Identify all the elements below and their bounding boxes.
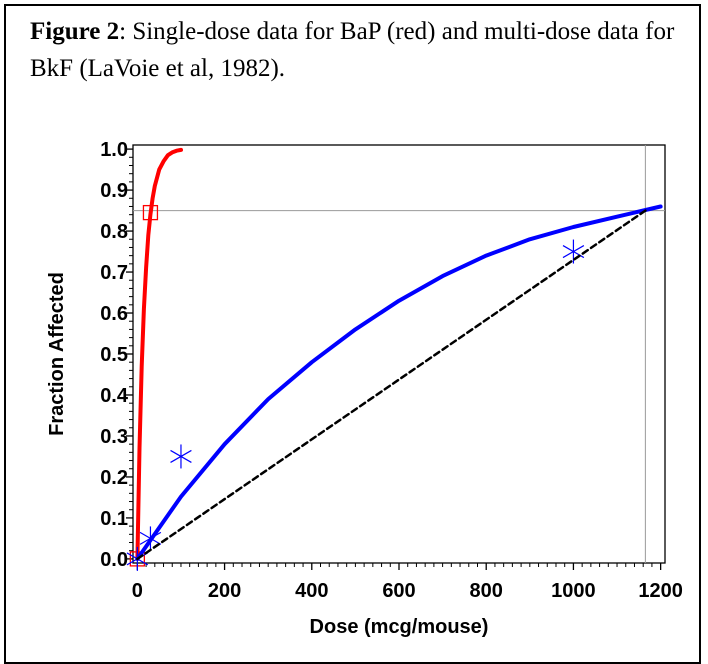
- plot-area-border: [132, 144, 666, 564]
- fitted-curve-red: [135, 147, 183, 561]
- y-tick-label: 0.0: [100, 549, 128, 571]
- x-axis-title: Dose (mcg/mouse): [310, 616, 489, 638]
- y-tick-label: 0.2: [100, 467, 128, 489]
- figure-caption: Figure 2: Single-dose data for BaP (red)…: [30, 13, 680, 87]
- data-point-asterisk: [139, 526, 162, 551]
- x-tick-label: 600: [382, 580, 415, 602]
- y-tick-label: 0.5: [100, 344, 128, 366]
- x-tick-label: 0: [132, 580, 143, 602]
- y-axis-title: Fraction Affected: [46, 272, 68, 436]
- data-point-asterisk: [562, 239, 585, 264]
- y-tick-label: 0.6: [100, 303, 128, 325]
- figure-caption-text: : Single-dose data for BaP (red) and mul…: [30, 18, 675, 82]
- x-tick-label: 400: [295, 580, 328, 602]
- linear-dashed-line: [136, 209, 647, 561]
- x-tick-label: 800: [470, 580, 503, 602]
- data-point-square: [142, 204, 159, 221]
- figure-label: Figure 2: [30, 18, 120, 45]
- y-tick-label: 0.1: [100, 508, 128, 530]
- y-tick-label: 0.4: [100, 385, 129, 407]
- fitted-curve-blue: [135, 204, 663, 561]
- x-tick-label: 1000: [551, 580, 596, 602]
- y-tick-label: 0.9: [100, 180, 128, 202]
- y-tick-label: 0.7: [100, 262, 128, 284]
- x-tick-label: 1200: [638, 580, 683, 602]
- data-point-asterisk: [170, 444, 192, 469]
- x-tick-label: 200: [208, 580, 241, 602]
- y-tick-label: 0.8: [100, 221, 128, 243]
- y-tick-label: 0.3: [100, 426, 128, 448]
- y-tick-label: 1.0: [100, 139, 128, 161]
